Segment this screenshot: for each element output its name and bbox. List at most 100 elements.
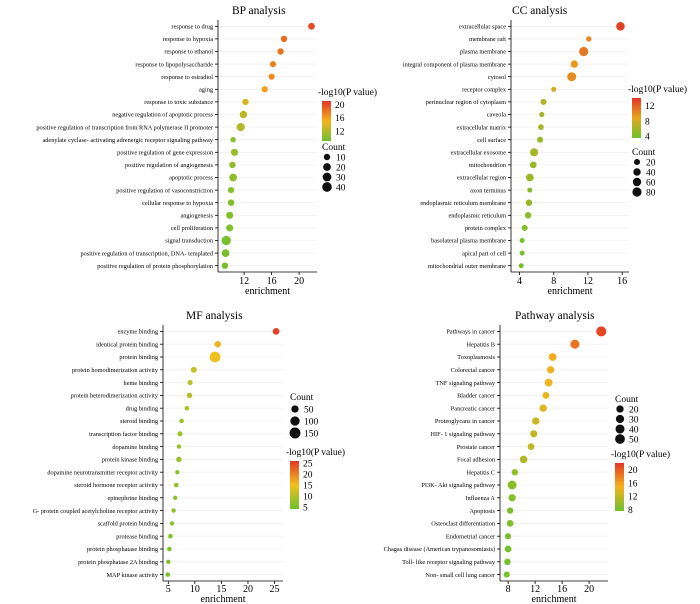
color-legend-title: -log10(P value) bbox=[286, 447, 345, 458]
color-legend-title: -log10(P value) bbox=[318, 87, 377, 98]
color-legend-label: 20 bbox=[628, 466, 638, 476]
x-tick-label: 5 bbox=[166, 584, 171, 595]
color-legend-bar bbox=[632, 98, 641, 138]
data-point bbox=[544, 378, 553, 387]
panel-title: CC analysis bbox=[512, 5, 568, 17]
category-label: Pancreatic cancer bbox=[451, 405, 496, 412]
x-tick-label: 20 bbox=[584, 584, 594, 595]
color-legend-label: 4 bbox=[645, 133, 650, 143]
data-point bbox=[551, 86, 557, 92]
size-legend-label: 10 bbox=[336, 154, 346, 164]
category-label: dopamine binding bbox=[112, 444, 158, 451]
category-label: negative regulation of apoptotic process bbox=[112, 112, 213, 119]
data-point bbox=[511, 468, 519, 476]
data-point bbox=[187, 380, 193, 386]
data-point bbox=[525, 199, 533, 206]
data-point bbox=[308, 22, 315, 30]
size-legend-dot bbox=[632, 187, 642, 197]
data-point bbox=[227, 186, 235, 194]
data-point bbox=[540, 98, 547, 105]
data-point bbox=[190, 366, 197, 373]
category-label: positive regulation of transcription, DN… bbox=[80, 250, 213, 257]
data-point bbox=[239, 110, 248, 119]
size-legend-label: 30 bbox=[336, 174, 346, 184]
category-label: response to lipopolysaccharide bbox=[135, 61, 213, 68]
data-point bbox=[165, 572, 171, 577]
category-label: aging bbox=[199, 87, 214, 94]
category-label: mitochondrial outer membrane bbox=[428, 263, 506, 270]
data-point bbox=[503, 571, 510, 578]
data-point bbox=[546, 366, 555, 374]
data-point bbox=[167, 546, 172, 552]
mf-analysis-panel: MF analysis enzyme binding identical prote… bbox=[33, 310, 345, 604]
category-label: transcription factor binding bbox=[89, 431, 159, 438]
data-point bbox=[616, 21, 625, 31]
data-point bbox=[230, 148, 239, 156]
data-point bbox=[570, 339, 580, 349]
size-legend-dot bbox=[323, 153, 331, 161]
size-legend-dot bbox=[633, 168, 641, 176]
size-legend-dot bbox=[632, 177, 642, 187]
category-label: Toll- like receptor signaling pathway bbox=[402, 559, 496, 566]
category-label: positive regulation of vasoconstriction bbox=[116, 187, 214, 194]
category-label: Hepatitis C bbox=[466, 469, 495, 476]
category-label: axon terminus bbox=[470, 187, 506, 194]
category-label: caveola bbox=[487, 112, 506, 119]
data-point bbox=[532, 417, 540, 425]
category-label: epinephrine binding bbox=[107, 495, 158, 502]
category-label: protein homodimerization activity bbox=[72, 367, 159, 374]
pathway-analysis-panel: Pathway analysis Pathways in cancer Hepati… bbox=[384, 310, 670, 604]
category-label: Focal adhesion bbox=[457, 457, 496, 464]
x-tick-label: 20 bbox=[243, 584, 253, 595]
size-legend-label: 40 bbox=[646, 169, 656, 179]
data-point bbox=[505, 533, 512, 540]
color-legend-label: 20 bbox=[303, 471, 313, 481]
size-legend-label: 20 bbox=[336, 164, 346, 174]
category-label: response to ethanol bbox=[164, 49, 213, 56]
data-point bbox=[221, 249, 230, 257]
color-legend-bar bbox=[322, 101, 331, 141]
category-label: positive regulation of protein phosphory… bbox=[97, 263, 214, 270]
category-label: integral component of plasma membrane bbox=[403, 61, 506, 68]
size-legend-label: 100 bbox=[304, 418, 319, 428]
data-point bbox=[176, 456, 182, 463]
data-point bbox=[269, 61, 277, 68]
size-legend-dot bbox=[290, 416, 300, 426]
data-point bbox=[548, 353, 557, 361]
category-label: steroid hormone receptor activity bbox=[74, 482, 159, 489]
data-point bbox=[186, 392, 193, 399]
data-point bbox=[230, 136, 236, 143]
color-legend-title: -log10(P value) bbox=[611, 449, 670, 460]
category-label: scaffold protein binding bbox=[98, 521, 159, 528]
color-legend-label: 15 bbox=[303, 482, 313, 492]
data-point bbox=[524, 212, 532, 219]
category-label: HIF- 1 signaling pathway bbox=[430, 431, 495, 438]
category-label: positive regulation of gene expression bbox=[117, 150, 214, 157]
color-legend-label: 12 bbox=[628, 493, 638, 503]
data-point bbox=[530, 148, 539, 157]
size-legend-dot bbox=[615, 434, 625, 444]
color-legend-label: 5 bbox=[303, 503, 308, 513]
category-label: TNF signaling pathway bbox=[436, 380, 496, 387]
x-tick-label: 8 bbox=[551, 276, 556, 287]
data-point bbox=[527, 443, 535, 450]
data-point bbox=[221, 235, 231, 246]
category-label: G- protein coupled acetylcholine recepto… bbox=[33, 508, 159, 515]
category-label: Endometrial cancer bbox=[446, 533, 496, 540]
x-tick-label: 4 bbox=[517, 276, 522, 287]
color-legend-label: 8 bbox=[645, 117, 650, 127]
category-label: extracellular matrix bbox=[457, 124, 507, 131]
data-point bbox=[175, 470, 180, 475]
size-legend-label: 80 bbox=[646, 189, 656, 199]
data-point bbox=[539, 111, 545, 118]
data-point bbox=[506, 520, 514, 527]
x-tick-label: 16 bbox=[267, 276, 277, 287]
data-point bbox=[537, 136, 544, 143]
x-tick-label: 25 bbox=[270, 584, 280, 595]
category-label: cell proliferation bbox=[171, 225, 214, 232]
size-legend-dot bbox=[633, 158, 641, 166]
size-legend-title: Count bbox=[615, 395, 639, 405]
category-label: response to drug bbox=[171, 24, 213, 31]
color-legend-bar bbox=[290, 461, 299, 509]
